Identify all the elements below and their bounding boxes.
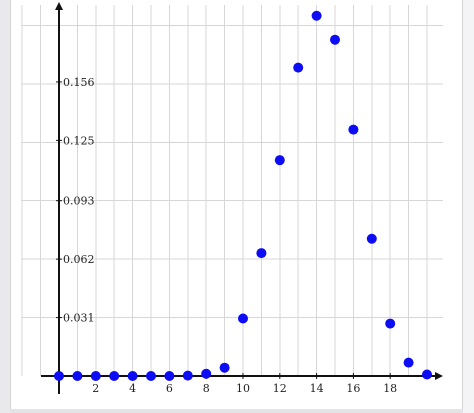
data-point [330, 34, 340, 45]
data-series [54, 10, 432, 381]
right-gutter [463, 0, 474, 413]
y-tick-label: 0.031 [63, 312, 95, 325]
data-point [164, 371, 175, 381]
data-point [90, 371, 101, 381]
x-tick-label: 6 [166, 382, 173, 395]
chart-panel: 2 4 6 8 10 12 14 16 18 0.031 0.062 0.093 0.125 0.156 [11, 0, 462, 409]
data-point [256, 248, 267, 259]
y-axis-arrowhead [55, 2, 63, 10]
data-point [72, 371, 83, 381]
axes [41, 2, 443, 394]
frame-left-edge [10, 0, 11, 413]
y-tick-label: 0.125 [63, 134, 95, 147]
x-tick-label: 8 [203, 382, 210, 395]
data-point [182, 370, 193, 381]
data-point [238, 313, 248, 324]
data-point [366, 233, 377, 244]
y-tick-label: 0.156 [63, 76, 95, 89]
y-tick-label: 0.093 [63, 195, 95, 208]
data-point [348, 124, 359, 135]
frame-right-edge [462, 0, 463, 413]
data-point [54, 371, 64, 381]
data-point [385, 318, 396, 329]
left-gutter [0, 0, 10, 413]
x-tick-label: 12 [273, 382, 287, 395]
data-point [146, 371, 156, 381]
data-point [201, 368, 212, 379]
scatter-plot: 2 4 6 8 10 12 14 16 18 0.031 0.062 0.093 0.125 0.156 [21, 2, 443, 395]
x-tick-label: 14 [310, 382, 324, 395]
data-point [293, 62, 304, 73]
data-point [422, 369, 432, 380]
data-point [219, 362, 230, 373]
x-tick-label: 10 [236, 382, 250, 395]
data-point [274, 155, 285, 166]
data-point [311, 10, 322, 21]
x-tick-label: 4 [129, 382, 136, 395]
data-point [127, 371, 138, 381]
data-point [403, 357, 414, 368]
grid [21, 5, 443, 376]
data-point [109, 371, 120, 381]
ticks: 2 4 6 8 10 12 14 16 18 0.031 0.062 0.093 0.125 0.156 [56, 76, 397, 395]
y-tick-label: 0.062 [63, 253, 95, 266]
x-tick-label: 16 [346, 382, 360, 395]
bottom-strip [10, 409, 463, 413]
x-axis-arrowhead [435, 372, 443, 380]
x-tick-label: 18 [383, 382, 397, 395]
x-tick-label: 2 [92, 382, 99, 395]
